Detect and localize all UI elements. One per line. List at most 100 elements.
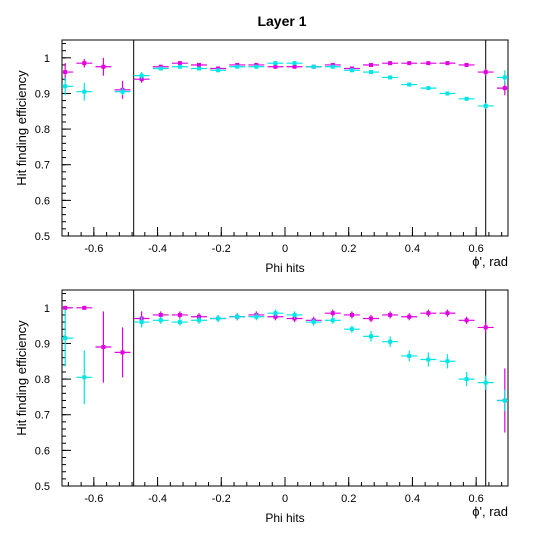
data-point bbox=[420, 352, 437, 367]
y-tick-label: 0.7 bbox=[35, 410, 50, 422]
data-point bbox=[363, 70, 379, 75]
data-points bbox=[62, 57, 508, 109]
data-point bbox=[267, 61, 284, 66]
y-tick-label: 0.6 bbox=[35, 195, 50, 207]
point-marker bbox=[273, 311, 278, 316]
point-marker bbox=[369, 70, 374, 75]
data-point bbox=[420, 61, 437, 66]
point-marker bbox=[426, 61, 431, 66]
data-point bbox=[458, 316, 475, 324]
point-marker bbox=[407, 314, 412, 319]
data-point bbox=[152, 66, 169, 71]
data-point bbox=[439, 91, 456, 96]
x-tick-label: -0.6 bbox=[84, 493, 103, 505]
data-point bbox=[114, 327, 131, 378]
point-marker bbox=[63, 70, 68, 75]
point-marker bbox=[445, 91, 450, 96]
plot-frame bbox=[61, 39, 509, 237]
point-marker bbox=[369, 62, 374, 67]
plot-frame bbox=[61, 289, 509, 487]
x-tick-label: -0.6 bbox=[84, 243, 103, 255]
data-point bbox=[114, 88, 131, 96]
point-marker bbox=[464, 318, 469, 323]
data-point bbox=[516, 308, 532, 337]
data-point bbox=[496, 70, 508, 85]
point-marker bbox=[177, 61, 182, 66]
point-marker bbox=[426, 311, 431, 316]
x-tick-label: -0.4 bbox=[148, 243, 167, 255]
data-point bbox=[305, 64, 322, 69]
data-point bbox=[133, 316, 150, 328]
point-marker bbox=[273, 314, 278, 319]
point-marker bbox=[407, 82, 412, 87]
x-tick-label: 0.6 bbox=[468, 493, 483, 505]
point-marker bbox=[120, 89, 125, 94]
data-point bbox=[382, 61, 399, 66]
point-marker bbox=[216, 316, 221, 321]
point-marker bbox=[177, 320, 182, 325]
x-tick-label: 0.2 bbox=[341, 493, 356, 505]
data-point bbox=[401, 61, 418, 66]
point-marker bbox=[158, 312, 163, 317]
point-marker bbox=[273, 64, 278, 69]
data-point bbox=[324, 309, 341, 317]
y-tick-label: 0.9 bbox=[35, 88, 50, 100]
point-marker bbox=[63, 84, 68, 89]
data-point bbox=[62, 309, 74, 367]
data-point bbox=[477, 103, 494, 109]
point-marker bbox=[330, 311, 335, 316]
point-marker bbox=[464, 62, 469, 67]
point-marker bbox=[158, 318, 163, 323]
point-marker bbox=[522, 320, 526, 324]
data-point bbox=[76, 350, 93, 405]
point-marker bbox=[426, 357, 431, 362]
x-axis-label: Phi hits bbox=[265, 261, 304, 275]
point-marker bbox=[82, 375, 87, 380]
x-axis-label: Phi hits bbox=[265, 511, 304, 525]
x-tick-label: -0.4 bbox=[148, 493, 167, 505]
x-tick-label: 0.6 bbox=[468, 243, 483, 255]
y-tick-label: 0.8 bbox=[35, 374, 50, 386]
data-point bbox=[286, 311, 303, 319]
data-point bbox=[458, 62, 475, 67]
point-marker bbox=[82, 61, 87, 66]
x-tick-label: -0.2 bbox=[212, 493, 231, 505]
data-point bbox=[363, 330, 379, 342]
x-tick-label: 0.2 bbox=[341, 243, 356, 255]
data-point bbox=[191, 62, 207, 67]
point-marker bbox=[235, 314, 240, 319]
data-point bbox=[171, 61, 188, 66]
data-point bbox=[210, 68, 227, 73]
data-point bbox=[95, 311, 112, 383]
data-point bbox=[343, 68, 360, 73]
data-point bbox=[133, 72, 150, 80]
point-marker bbox=[483, 103, 488, 108]
y-tick-label: 0.5 bbox=[35, 481, 50, 493]
y-tick-label: 0.5 bbox=[35, 231, 50, 243]
point-marker bbox=[158, 66, 163, 71]
data-point bbox=[267, 309, 284, 317]
data-point bbox=[76, 82, 93, 101]
point-marker bbox=[196, 66, 201, 71]
data-point bbox=[191, 316, 207, 324]
data-point bbox=[229, 313, 246, 321]
x-tick-label: 0.4 bbox=[405, 493, 420, 505]
point-marker bbox=[483, 70, 488, 75]
point-marker bbox=[139, 73, 144, 78]
data-point bbox=[458, 96, 475, 101]
point-marker bbox=[464, 377, 469, 382]
x-tick-label: -0.2 bbox=[212, 243, 231, 255]
x-axis-unit-label: ϕ', rad bbox=[472, 504, 508, 519]
point-marker bbox=[311, 320, 316, 325]
point-marker bbox=[63, 305, 68, 310]
point-marker bbox=[445, 61, 450, 66]
point-marker bbox=[216, 68, 221, 73]
figure-title: Layer 1 bbox=[257, 13, 306, 29]
point-marker bbox=[311, 64, 316, 69]
data-point bbox=[343, 311, 360, 319]
point-marker bbox=[369, 316, 374, 321]
data-point bbox=[62, 77, 74, 96]
point-marker bbox=[292, 61, 297, 66]
y-tick-label: 1 bbox=[44, 303, 50, 315]
